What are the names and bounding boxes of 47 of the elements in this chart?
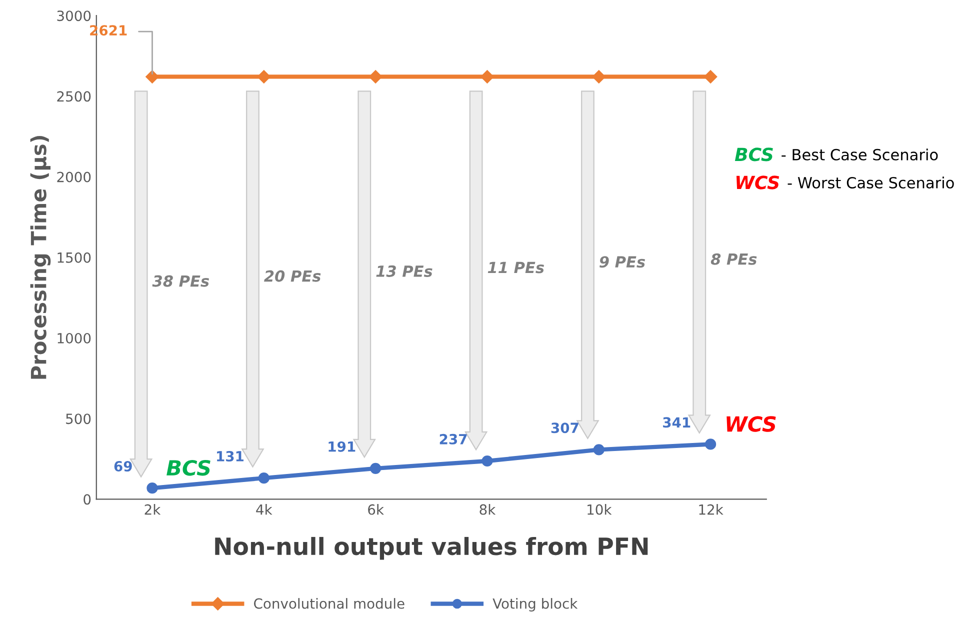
data-label: 307 bbox=[551, 422, 578, 434]
y-tick-label: 2000 bbox=[57, 172, 91, 182]
data-label: 237 bbox=[440, 434, 467, 444]
annotation: 8 PEs bbox=[710, 253, 757, 265]
x-tick-label: 10k bbox=[588, 504, 612, 515]
y-axis-title: Processing Time (µs) bbox=[30, 136, 51, 379]
data-label: 69 bbox=[114, 461, 132, 472]
y-tick-label: 2500 bbox=[57, 91, 91, 102]
point bbox=[480, 70, 494, 84]
annotation: 20 PEs bbox=[264, 270, 321, 282]
point bbox=[258, 472, 270, 484]
text: - Best Case Scenario bbox=[782, 148, 938, 160]
x-tick-label: 12k bbox=[699, 504, 724, 515]
annotation: WCS bbox=[736, 176, 780, 190]
text: - Worst Case Scenario bbox=[788, 176, 954, 189]
annotation: 9 PEs bbox=[600, 256, 646, 268]
point bbox=[593, 444, 604, 456]
y-tick-label: 0 bbox=[84, 494, 91, 505]
legend-label: Convolutional module bbox=[254, 598, 404, 609]
point bbox=[704, 438, 716, 450]
annotation: BCS bbox=[166, 460, 210, 476]
y-tick-label: 500 bbox=[66, 414, 91, 424]
annotation: 11 PEs bbox=[488, 262, 544, 274]
annotation: 38 PEs bbox=[152, 275, 209, 287]
data-label: 131 bbox=[217, 450, 244, 462]
point bbox=[146, 70, 159, 84]
point bbox=[146, 482, 158, 494]
y-tick-label: 3000 bbox=[57, 10, 91, 22]
data-label: 191 bbox=[328, 441, 356, 452]
x-tick-label: 4k bbox=[256, 504, 272, 515]
point bbox=[257, 70, 270, 84]
y-tick-label: 1000 bbox=[58, 332, 91, 344]
point bbox=[368, 70, 382, 84]
annotation: BCS bbox=[734, 148, 773, 162]
point bbox=[592, 70, 606, 84]
x-tick-label: 8k bbox=[480, 504, 496, 515]
x-tick-label: 6k bbox=[368, 504, 384, 515]
annotation: 13 PEs bbox=[376, 265, 432, 277]
annotation: WCS bbox=[726, 416, 776, 432]
point bbox=[704, 70, 718, 84]
point bbox=[370, 462, 382, 474]
point bbox=[482, 455, 493, 467]
legend-label: Voting block bbox=[492, 598, 578, 612]
y-tick-label: 1500 bbox=[58, 252, 91, 263]
data-label: 341 bbox=[663, 417, 690, 428]
x-tick-label: 2k bbox=[144, 504, 161, 515]
x-axis-title: Non-null output values from PFN bbox=[215, 536, 648, 560]
